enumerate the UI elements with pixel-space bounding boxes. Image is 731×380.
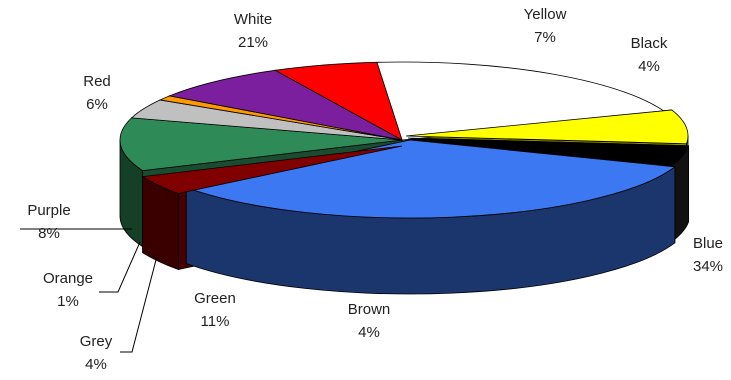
slice-yellow bbox=[405, 109, 689, 145]
slice-label-grey: Grey bbox=[80, 333, 113, 350]
slice-value-purple: 8% bbox=[38, 225, 60, 242]
leader-grey bbox=[120, 255, 158, 353]
slice-labels: White 21% Yellow 7% Black 4% Blue 34% Brown 4% Gre… bbox=[27, 6, 723, 373]
slice-label-blue: Blue bbox=[693, 235, 723, 252]
leader-orange bbox=[99, 241, 141, 293]
slice-label-green: Green bbox=[194, 290, 236, 307]
slice-black bbox=[407, 137, 690, 166]
slice-label-red: Red bbox=[83, 73, 111, 90]
slice-label-brown: Brown bbox=[348, 301, 391, 318]
slice-label-orange: Orange bbox=[43, 270, 93, 287]
leader-lines bbox=[20, 228, 158, 353]
slice-value-red: 6% bbox=[86, 96, 108, 113]
slice-label-yellow: Yellow bbox=[524, 6, 567, 23]
slice-value-black: 4% bbox=[638, 58, 660, 75]
slice-label-purple: Purple bbox=[27, 202, 70, 219]
slice-purple bbox=[168, 69, 403, 141]
slice-blue bbox=[184, 139, 676, 219]
slice-green bbox=[119, 117, 403, 172]
slice-label-black: Black bbox=[631, 35, 668, 52]
slice-red bbox=[273, 61, 403, 141]
slice-value-white: 21% bbox=[238, 34, 268, 51]
slice-value-brown: 4% bbox=[358, 324, 380, 341]
slice-brown bbox=[141, 145, 403, 194]
slice-value-blue: 34% bbox=[693, 258, 723, 275]
slice-value-green: 11% bbox=[201, 313, 230, 330]
slice-value-yellow: 7% bbox=[534, 29, 556, 46]
slice-value-orange: 1% bbox=[57, 293, 79, 310]
pie-tops bbox=[119, 61, 690, 219]
slice-label-white: White bbox=[234, 11, 272, 28]
slice-value-grey: 4% bbox=[85, 356, 107, 373]
